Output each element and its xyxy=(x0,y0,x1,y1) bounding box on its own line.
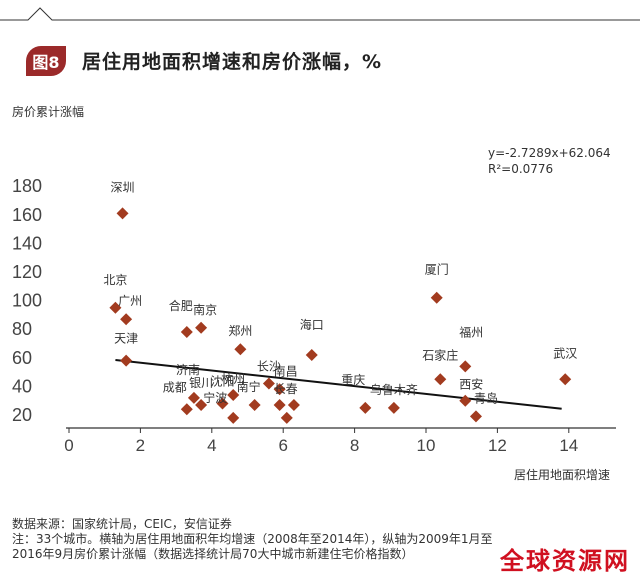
data-point xyxy=(273,398,286,411)
scatter-chart: 0 2 4 6 8 10 12 14 20 40 60 80 100 120 140 160 180 深圳北京广州… xyxy=(12,176,616,455)
y-tick-label: 180 xyxy=(12,176,42,196)
data-point xyxy=(287,398,300,411)
point-label: 青岛 xyxy=(474,390,498,405)
point-label: 长沙 xyxy=(257,360,281,374)
point-label: 合肥 xyxy=(169,298,193,313)
chart-title: 居住用地面积增速和房价涨幅，% xyxy=(82,51,383,73)
point-label: 南京 xyxy=(193,302,217,317)
note-line-2: 2016年9月房价累计涨幅（数据选择统计局70大中城市新建住宅价格指数） xyxy=(12,547,414,561)
y-tick-label: 80 xyxy=(12,319,32,339)
data-point xyxy=(273,383,286,396)
data-point xyxy=(120,313,133,326)
y-tick-label: 160 xyxy=(12,205,42,225)
data-point xyxy=(216,397,229,410)
point-label: 广州 xyxy=(118,294,142,308)
data-point xyxy=(195,398,208,411)
figure-number: 图8 xyxy=(32,53,60,72)
y-tick-label: 40 xyxy=(12,376,32,396)
x-tick-label: 0 xyxy=(64,436,73,455)
data-source: 数据来源：国家统计局，CEIC，安信证券 xyxy=(12,517,232,531)
data-point xyxy=(305,348,318,361)
point-label: 银川 xyxy=(189,376,213,390)
point-label: 天津 xyxy=(114,332,138,346)
data-point xyxy=(434,373,447,386)
note-line-1: 注：33个城市。横轴为居住用地面积年均增速（2008年至2014年），纵轴为20… xyxy=(12,532,493,546)
trend-line xyxy=(115,358,562,410)
point-label: 沈阳 xyxy=(211,374,235,389)
point-label: 重庆 xyxy=(341,373,365,387)
point-label: 福州 xyxy=(459,324,483,339)
data-point xyxy=(280,411,293,424)
data-point xyxy=(109,301,122,314)
data-point xyxy=(195,321,208,334)
point-label: 北京 xyxy=(103,273,127,287)
data-point xyxy=(227,388,240,401)
data-point xyxy=(180,326,193,339)
point-label: 长春 xyxy=(274,382,298,396)
point-label: 济南 xyxy=(176,362,200,377)
data-point xyxy=(559,373,572,386)
x-axis-label: 居住用地面积增速 xyxy=(513,468,610,482)
data-point xyxy=(120,354,133,367)
data-point xyxy=(262,377,275,390)
x-tick-label: 12 xyxy=(488,436,507,455)
regression-r2: R²=0.0776 xyxy=(488,162,554,176)
data-point xyxy=(116,207,129,220)
top-rule xyxy=(0,7,640,21)
y-tick-label: 140 xyxy=(12,233,42,253)
footer-notes: 数据来源：国家统计局，CEIC，安信证券 注：33个城市。横轴为居住用地面积年均… xyxy=(12,517,632,562)
point-label: 宁波 xyxy=(203,390,227,405)
y-tick-label: 100 xyxy=(12,291,42,311)
point-label: 成都 xyxy=(163,380,187,394)
data-point xyxy=(459,360,472,373)
x-tick-label: 4 xyxy=(207,436,216,455)
watermark-logo: 全球资源网 xyxy=(500,547,630,575)
data-point xyxy=(459,394,472,407)
point-label: 石家庄 xyxy=(422,347,458,362)
point-label: 西安 xyxy=(459,377,483,392)
y-tick-label: 120 xyxy=(12,262,42,282)
regression-formula: y=-2.7289x+62.064 xyxy=(488,146,611,160)
point-label: 南昌 xyxy=(274,363,298,378)
point-label: 海口 xyxy=(300,317,324,332)
x-tick-label: 10 xyxy=(417,436,436,455)
data-point xyxy=(387,401,400,414)
x-tick-label: 2 xyxy=(136,436,145,455)
data-point xyxy=(234,343,247,356)
x-tick-label: 8 xyxy=(350,436,359,455)
data-point xyxy=(248,398,261,411)
point-label: 杭州 xyxy=(221,371,245,386)
regression-equation: y=-2.7289x+62.064 R²=0.0776 xyxy=(488,145,611,177)
point-label: 乌鲁木齐 xyxy=(370,382,418,397)
data-point xyxy=(187,391,200,404)
data-point xyxy=(180,403,193,416)
y-axis-label: 房价累计涨幅 xyxy=(12,105,85,119)
y-tick-label: 20 xyxy=(12,405,32,425)
point-label: 厦门 xyxy=(425,262,449,277)
x-tick-label: 6 xyxy=(278,436,287,455)
y-tick-label: 60 xyxy=(12,348,32,368)
point-label: 深圳 xyxy=(111,180,135,194)
point-label: 南宁 xyxy=(237,379,261,394)
data-point xyxy=(469,410,482,423)
data-point xyxy=(430,291,443,304)
figure-badge: 图8 xyxy=(26,46,66,76)
point-label: 武汉 xyxy=(553,346,577,360)
data-point xyxy=(359,401,372,414)
data-point xyxy=(227,411,240,424)
x-tick-label: 14 xyxy=(559,436,578,455)
point-label: 郑州 xyxy=(228,323,252,338)
